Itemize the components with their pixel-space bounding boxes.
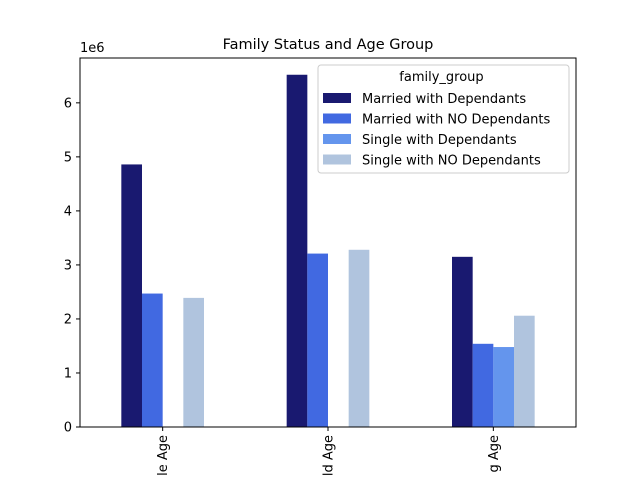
x-tick-label: ld Age [322, 435, 337, 476]
legend-swatch [323, 93, 351, 103]
y-tick-label: 6 [64, 96, 72, 111]
legend-label: Single with Dependants [362, 133, 517, 148]
x-tick-label: le Age [156, 435, 171, 476]
bar-married-with-dependants-young-age [452, 256, 473, 427]
legend-label: Single with NO Dependants [362, 154, 541, 169]
y-tick-label: 5 [64, 150, 72, 165]
bars-group [121, 74, 535, 427]
chart-title: Family Status and Age Group [223, 37, 434, 53]
legend-swatch [323, 134, 351, 144]
legend-swatch [323, 154, 351, 165]
bar-married-with-dependants-middle-age [121, 164, 142, 427]
x-tick-label: g Age [487, 435, 502, 473]
y-tick-label: 0 [64, 421, 72, 436]
y-tick-label: 2 [64, 312, 72, 327]
x-axis: le Age ld Age g Age [156, 427, 502, 476]
legend: family_group Married with Dependants Marri… [317, 64, 570, 174]
bar-single-with-no-dependants-old-age [348, 249, 370, 427]
y-offset-label: 1e6 [80, 41, 105, 56]
legend-box [317, 64, 570, 174]
legend-title: family_group [399, 70, 483, 85]
bar-married-with-no-dependants-young-age [472, 343, 494, 427]
plot-frame [79, 57, 577, 428]
legend-label: Married with Dependants [362, 92, 526, 107]
legend-swatch [323, 113, 351, 124]
bar-married-with-no-dependants-middle-age [142, 293, 163, 427]
bar-single-with-dependants-young-age [493, 347, 514, 427]
bar-married-with-no-dependants-old-age [307, 253, 328, 427]
y-axis: 0 1 2 3 4 5 6 [64, 96, 80, 436]
legend-label: Married with NO Dependants [362, 113, 550, 128]
bar-married-with-dependants-old-age [286, 74, 308, 427]
bar-single-with-no-dependants-young-age [514, 315, 535, 427]
y-tick-label: 1 [64, 366, 72, 381]
y-tick-label: 4 [64, 204, 72, 219]
bar-single-with-no-dependants-middle-age [183, 297, 204, 427]
y-tick-label: 3 [64, 258, 72, 273]
